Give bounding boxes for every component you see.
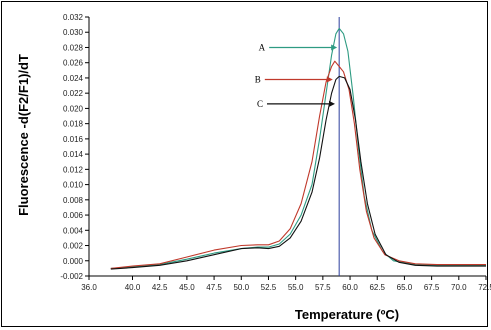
x-tick-label: 52.5	[261, 283, 277, 292]
x-tick-label: 55.0	[288, 283, 304, 292]
x-tick-label: 72.5	[478, 283, 491, 292]
y-tick-label: 0.018	[63, 120, 84, 129]
x-tick-label: 60.0	[342, 283, 358, 292]
x-tick-label: 57.5	[315, 283, 331, 292]
x-tick-label: 62.5	[369, 283, 385, 292]
series-line-a	[110, 27, 486, 269]
y-tick-label: 0.002	[63, 242, 84, 251]
x-tick-label: 65.0	[397, 283, 413, 292]
x-axis-title: Temperature (ºC)	[295, 307, 399, 322]
y-tick-label: 0.016	[63, 135, 84, 144]
y-tick-label: 0.032	[63, 13, 84, 22]
y-tick-label: 0.004	[63, 226, 84, 235]
x-tick-label: 45.0	[179, 283, 195, 292]
y-tick-label: 0.014	[63, 150, 84, 159]
x-tick-label: 50.0	[233, 283, 249, 292]
series-line-c	[110, 75, 486, 270]
y-tick-label: 0.020	[63, 104, 84, 113]
annotation-label-c: C	[257, 99, 263, 109]
y-tick-label: 0.026	[63, 59, 84, 68]
x-tick-label: 67.5	[424, 283, 440, 292]
y-tick-label: -0.002	[60, 272, 83, 281]
y-tick-label: 0.030	[63, 28, 84, 37]
y-tick-label: 0.012	[63, 165, 84, 174]
x-tick-label: 70.0	[451, 283, 467, 292]
y-tick-label: 0.006	[63, 211, 84, 220]
annotation-label-a: A	[259, 42, 266, 52]
y-axis-title: Fluorescence -d(F2/F1)/dT	[16, 54, 31, 216]
series-line-b	[110, 60, 486, 269]
annotation-label-b: B	[255, 74, 261, 84]
y-tick-label: 0.000	[63, 257, 84, 266]
y-tick-label: 0.022	[63, 89, 84, 98]
x-tick-label: 36.0	[81, 283, 97, 292]
x-tick-label: 42.5	[152, 283, 168, 292]
annotation-arrowhead-a	[331, 44, 338, 51]
chart-frame	[1, 1, 488, 327]
y-tick-label: 0.010	[63, 181, 84, 190]
y-tick-label: 0.008	[63, 196, 84, 205]
x-tick-label: 40.0	[125, 283, 141, 292]
annotation-arrowhead-b	[326, 76, 333, 83]
y-tick-label: 0.028	[63, 43, 84, 52]
annotation-arrowhead-c	[328, 100, 335, 107]
x-tick-label: 47.5	[206, 283, 222, 292]
y-tick-label: 0.024	[63, 74, 84, 83]
